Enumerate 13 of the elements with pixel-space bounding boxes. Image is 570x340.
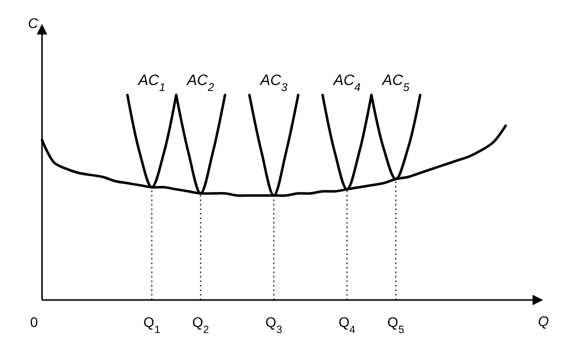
x-tick-label: Q$_{5}$	[387, 314, 404, 336]
x-axis-title: Q	[538, 313, 549, 329]
y-axis-title: C	[28, 15, 39, 31]
series-label: AC$_{2}$	[186, 72, 215, 94]
x-tick-label: Q$_{4}$	[338, 314, 356, 336]
x-tick-label: 0	[30, 314, 38, 330]
x-tick-label: Q$_{2}$	[192, 314, 210, 336]
x-tick-label: Q$_{3}$	[265, 314, 282, 336]
series-label: AC$_{3}$	[259, 72, 288, 94]
series-label: AC$_{1}$	[137, 72, 166, 94]
series-label: AC$_{4}$	[332, 72, 361, 94]
x-tick-label: Q$_{1}$	[143, 314, 160, 336]
series-label: AC$_{5}$	[381, 72, 410, 94]
